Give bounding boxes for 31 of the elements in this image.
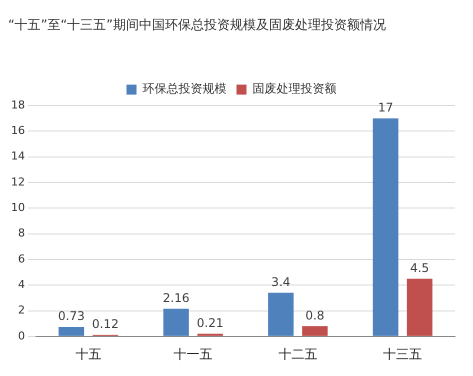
data-label: 3.4 [271, 274, 290, 289]
bar [372, 118, 398, 336]
legend-label: 环保总投资规模 [142, 82, 226, 96]
y-tick-label: 14 [10, 150, 25, 163]
bar [406, 278, 432, 336]
data-label: 0.12 [92, 316, 119, 331]
y-tick-label: 18 [10, 98, 25, 112]
y-tick-label: 0 [18, 329, 25, 342]
data-label: 2.16 [162, 290, 190, 305]
y-tick-label: 6 [18, 252, 25, 266]
legend-label: 固废处理投资额 [252, 82, 336, 96]
bar [58, 327, 84, 336]
x-tick-label: 十一五 [174, 348, 213, 363]
chart-title: “十五”至“十三五”期间中国环保总投资规模及固废处理投资额情况 [8, 18, 386, 34]
y-tick-label: 16 [10, 124, 25, 138]
y-tick-label: 8 [18, 226, 25, 240]
y-tick-label: 2 [18, 304, 25, 317]
data-label: 0.73 [58, 309, 85, 324]
y-tick-label: 12 [10, 175, 25, 188]
y-tick-label: 10 [10, 201, 25, 214]
bar [268, 292, 294, 336]
x-tick-label: 十二五 [278, 348, 318, 363]
x-tick-label: 十五 [75, 348, 102, 363]
data-label: 0.8 [305, 308, 324, 322]
x-tick-label: 十三五 [383, 348, 422, 363]
y-tick-label: 4 [18, 278, 25, 291]
data-label: 0.21 [196, 316, 224, 330]
data-label: 17 [378, 100, 394, 115]
bar [163, 308, 189, 336]
data-label: 4.5 [410, 260, 430, 275]
bar [302, 326, 328, 336]
